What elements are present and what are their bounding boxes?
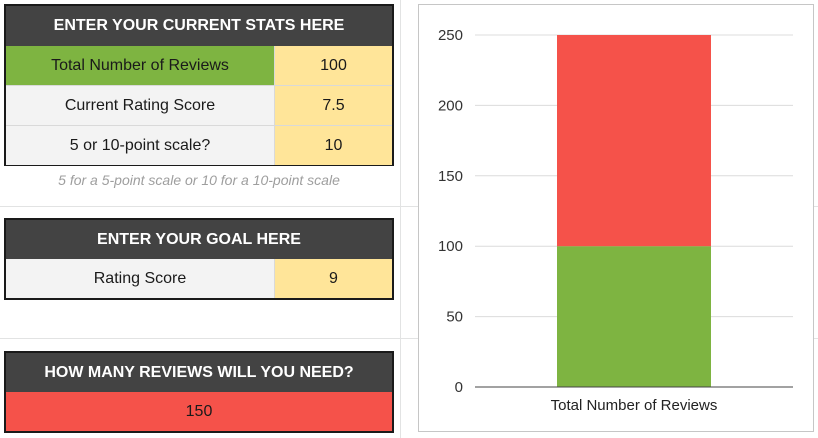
current-rating-label: Current Rating Score (6, 86, 275, 125)
current-stats-block: ENTER YOUR CURRENT STATS HERE Total Numb… (4, 4, 394, 166)
goal-row-rating: Rating Score 9 (6, 259, 392, 298)
goal-header: ENTER YOUR GOAL HERE (6, 220, 392, 259)
x-tick-label: Total Number of Reviews (551, 397, 718, 414)
total-reviews-label: Total Number of Reviews (6, 46, 275, 85)
total-reviews-input[interactable]: 100 (275, 46, 392, 85)
y-tick-label-250: 250 (438, 27, 463, 44)
y-tick-label-50: 50 (446, 309, 463, 326)
goal-block: ENTER YOUR GOAL HERE Rating Score 9 (4, 218, 394, 300)
y-tick-label-100: 100 (438, 238, 463, 255)
goal-rating-input[interactable]: 9 (275, 259, 392, 298)
y-tick-label-0: 0 (455, 379, 463, 396)
current-rating-input[interactable]: 7.5 (275, 86, 392, 125)
result-block: HOW MANY REVIEWS WILL YOU NEED? 150 (4, 351, 394, 433)
stacked-bar-chart: 0 50 100 150 200 250 Total Number of Reviews (438, 27, 793, 414)
current-stats-header: ENTER YOUR CURRENT STATS HERE (6, 6, 392, 46)
goal-rating-label: Rating Score (6, 259, 275, 298)
y-tick-label-200: 200 (438, 97, 463, 114)
gridline-horizontal (0, 338, 818, 339)
scale-label: 5 or 10-point scale? (6, 126, 275, 165)
gridline-vertical (400, 0, 401, 438)
gridline-horizontal (0, 206, 818, 207)
bar-segment-1 (557, 35, 711, 247)
chart-container[interactable]: 0 50 100 150 200 250 Total Number of Reviews (418, 4, 814, 432)
scale-input[interactable]: 10 (275, 126, 392, 165)
stats-row-total-reviews: Total Number of Reviews 100 (6, 46, 392, 85)
result-header: HOW MANY REVIEWS WILL YOU NEED? (6, 353, 392, 392)
stats-row-current-rating: Current Rating Score 7.5 (6, 85, 392, 125)
stats-row-scale: 5 or 10-point scale? 10 (6, 125, 392, 165)
bar-segment-0 (557, 246, 711, 387)
result-value: 150 (6, 392, 392, 431)
y-tick-label-150: 150 (438, 168, 463, 185)
scale-note: 5 for a 5-point scale or 10 for a 10-poi… (58, 172, 340, 188)
